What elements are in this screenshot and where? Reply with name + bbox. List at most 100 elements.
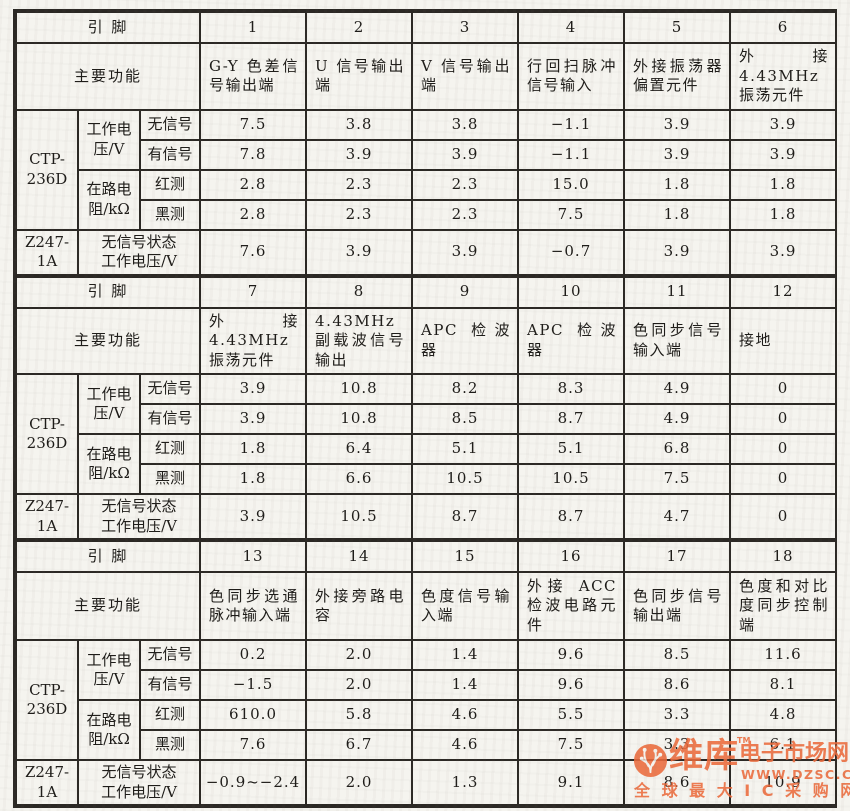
black-test-resistance-row: 黑测 1.8 6.6 10.5 10.5 7.5 0: [16, 463, 838, 495]
pin-function-cell: 接地: [729, 306, 838, 375]
red-test-resistance-row: 在路电 阻/kΩ 红测 2.8 2.3 2.3 15.0 1.8 1.8: [16, 168, 838, 231]
red-test-resistance-row: 在路电 阻/kΩ 红测 1.8 6.4 5.1 5.1 6.8 0: [16, 433, 838, 495]
value-cell: 4.8: [729, 699, 838, 731]
value-cell: 3.9: [199, 493, 308, 540]
value-cell: 4.7: [623, 493, 732, 540]
value-cell: 1.8: [199, 433, 308, 465]
pin-voltage-table-document: 引 脚 1 2 3 4 5 6 主要功能 G-Y 色差信号输出端 U 信号输出端…: [13, 9, 838, 808]
model-label-ctp236d: CTP- 236D: [15, 639, 79, 761]
no-signal-voltage-row: CTP- 236D 工作电 压/V 无信号 7.5 3.8 3.8 −1.1 3…: [15, 108, 838, 231]
pin-function-cell: 色同步信号输出端: [623, 571, 732, 641]
value-cell: 1.4: [411, 639, 520, 671]
pin-number-cell: 3: [411, 11, 520, 44]
pin-function-cell: 外接 4.43MHz 振荡元件: [729, 42, 838, 111]
pin-number-cell: 10: [517, 275, 626, 309]
value-cell: 10.9: [729, 759, 838, 806]
pin-number-cell: 16: [517, 540, 626, 573]
pin-number-cell: 14: [305, 540, 414, 573]
working-voltage-group-label: 工作电 压/V: [77, 373, 141, 435]
value-cell: 3.9: [199, 373, 308, 405]
pin-function-row: 主要功能 色同步选通脉冲输入端 外接旁路电容 色度信号输入端 外接 ACC 检波…: [14, 571, 838, 641]
value-cell: 3.9: [623, 138, 732, 171]
red-test-resistance-row: 在路电 阻/kΩ 红测 610.0 5.8 4.6 5.5 3.3 4.8: [16, 699, 838, 761]
value-cell: 7.8: [199, 138, 308, 171]
value-cell: 5.5: [517, 699, 626, 731]
value-cell: 610.0: [199, 699, 308, 731]
function-header-cell: 主要功能: [14, 42, 202, 111]
no-signal-voltage-row: CTP- 236D 工作电 压/V 无信号 3.9 10.8 8.2 8.3 4…: [15, 373, 838, 495]
value-cell: 4.6: [411, 729, 520, 761]
pin-function-cell: 4.43MHz 副载波信号输出: [305, 306, 414, 375]
value-cell: 1.8: [729, 198, 838, 231]
value-cell: 9.1: [517, 759, 626, 806]
value-cell: 1.8: [199, 463, 308, 495]
condition-label: 红测: [138, 433, 202, 465]
value-cell: 8.7: [517, 403, 626, 435]
pin-function-cell: 色同步选通脉冲输入端: [199, 571, 308, 641]
pin-function-cell: 外接 4.43MHz 振荡元件: [199, 306, 308, 375]
z247-voltage-row: Z247- 1A 无信号状态 工作电压/V 7.6 3.9 3.9 −0.7 3…: [15, 228, 838, 276]
value-cell: 2.3: [305, 168, 414, 201]
resistance-group-label: 在路电 阻/kΩ: [77, 433, 141, 495]
value-cell: 10.5: [305, 493, 414, 540]
condition-label: 黑测: [138, 463, 202, 495]
pin-table-section-3: 引 脚 13 14 15 16 17 18 主要功能 色同步选通脉冲输入端 外接…: [14, 540, 838, 806]
pin-header-cell: 引 脚: [14, 11, 202, 44]
value-cell: 8.6: [623, 669, 732, 701]
pin-function-cell: 外接振荡器偏置元件: [623, 42, 732, 111]
value-cell: 2.3: [411, 168, 520, 201]
model-label-z247-1a: Z247- 1A: [15, 493, 79, 540]
value-cell: 2.8: [199, 198, 308, 231]
resistance-group-label: 在路电 阻/kΩ: [77, 699, 141, 761]
pin-function-cell: V 信号输出端: [411, 42, 520, 111]
condition-label: 有信号: [138, 138, 202, 171]
value-cell: 4.9: [623, 403, 732, 435]
value-cell: 2.8: [199, 168, 308, 201]
value-cell: 0: [729, 373, 838, 405]
value-cell: 7.6: [199, 729, 308, 761]
pin-number-row: 引 脚 1 2 3 4 5 6: [14, 11, 838, 44]
z247-voltage-row: Z247- 1A 无信号状态 工作电压/V −0.9~−2.4 2.0 1.3 …: [15, 759, 838, 806]
pin-number-cell: 4: [517, 11, 626, 44]
value-cell: 9.6: [517, 669, 626, 701]
value-cell: 2.0: [305, 639, 414, 671]
condition-label: 无信号: [138, 639, 202, 671]
z247-state-label: 无信号状态 工作电压/V: [76, 759, 202, 806]
black-test-resistance-row: 黑测 7.6 6.7 4.6 7.5 3.3 6.1: [16, 729, 838, 761]
pin-number-cell: 12: [729, 275, 838, 309]
value-cell: 3.9: [729, 108, 838, 141]
value-cell: −1.1: [517, 108, 626, 141]
value-cell: 3.9: [305, 138, 414, 171]
value-cell: 8.7: [411, 493, 520, 540]
value-cell: 10.5: [517, 463, 626, 495]
model-label-ctp236d: CTP- 236D: [15, 373, 79, 495]
model-label-z247-1a: Z247- 1A: [15, 228, 79, 276]
pin-function-cell: 色度和对比度同步控制端: [729, 571, 838, 641]
resistance-group-label: 在路电 阻/kΩ: [77, 168, 141, 231]
value-cell: 0: [729, 493, 838, 540]
value-cell: 1.8: [623, 198, 732, 231]
condition-label: 黑测: [138, 729, 202, 761]
pin-table-section-2: 引 脚 7 8 9 10 11 12 主要功能 外接 4.43MHz 振荡元件 …: [14, 275, 838, 540]
working-voltage-group-label: 工作电 压/V: [77, 108, 141, 171]
pin-number-cell: 7: [199, 275, 308, 309]
value-cell: 3.8: [305, 108, 414, 141]
value-cell: 5.1: [411, 433, 520, 465]
pin-header-cell: 引 脚: [14, 540, 202, 573]
value-cell: 0: [729, 433, 838, 465]
value-cell: 3.9: [623, 228, 732, 276]
value-cell: 1.8: [623, 168, 732, 201]
pin-number-cell: 13: [199, 540, 308, 573]
value-cell: 0: [729, 403, 838, 435]
value-cell: 1.4: [411, 669, 520, 701]
value-cell: 6.8: [623, 433, 732, 465]
value-cell: 3.9: [411, 228, 520, 276]
value-cell: 7.5: [623, 463, 732, 495]
model-label-z247-1a: Z247- 1A: [15, 759, 79, 806]
working-voltage-group-label: 工作电 压/V: [77, 639, 141, 701]
value-cell: 2.3: [411, 198, 520, 231]
condition-label: 无信号: [138, 373, 202, 405]
condition-label: 有信号: [138, 669, 202, 701]
value-cell: 5.1: [517, 433, 626, 465]
pin-number-cell: 18: [729, 540, 838, 573]
